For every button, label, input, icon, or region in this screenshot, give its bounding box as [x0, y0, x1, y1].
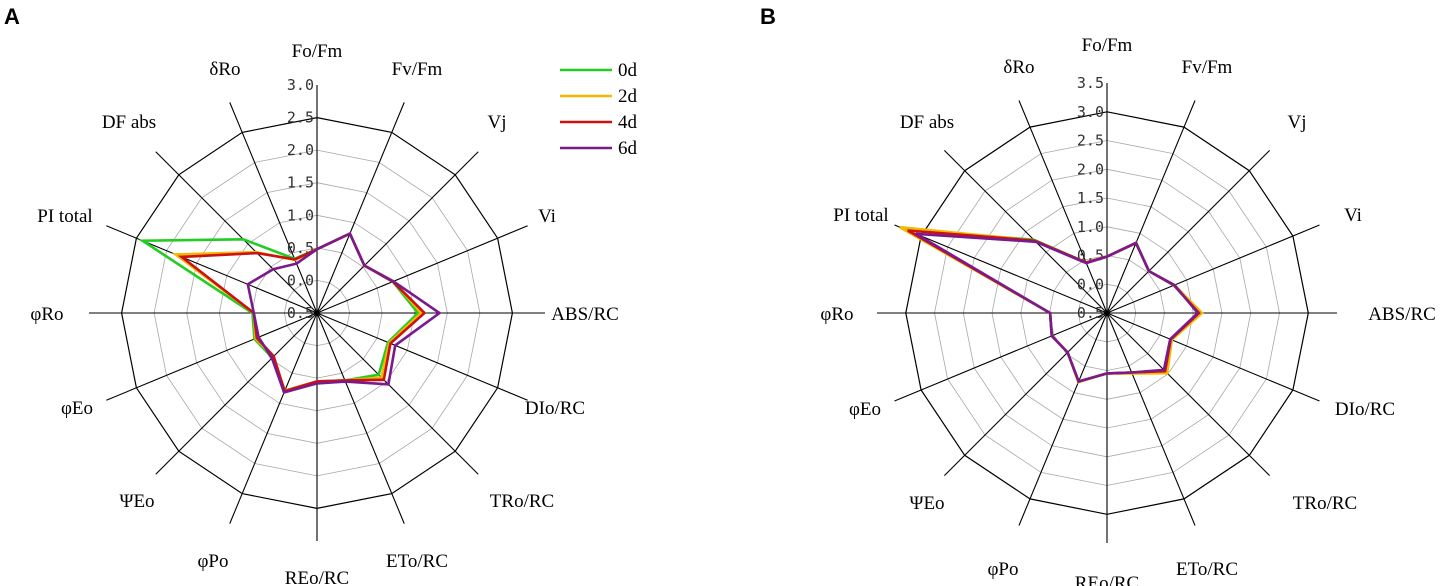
- axis-label-fv-fm: Fv/Fm: [392, 59, 443, 80]
- spoke-vj: [316, 151, 479, 314]
- axis-label-ro: φRo: [820, 304, 853, 325]
- axis-label-ro: δRo: [209, 59, 240, 80]
- axis-label-eo: ΨEo: [119, 491, 154, 512]
- tick-label: 3.5: [1077, 74, 1104, 92]
- tick-label: 0.0: [287, 271, 314, 289]
- spoke-eto-rc: [1106, 312, 1196, 526]
- axis-label-df-abs: DF abs: [900, 112, 954, 133]
- legend-label-0d: 0d: [618, 60, 638, 81]
- tick-label: 1.0: [1077, 218, 1104, 236]
- tick-label: 1.0: [287, 206, 314, 224]
- spoke-eo: [894, 312, 1108, 402]
- axis-label-fv-fm: Fv/Fm: [1182, 57, 1233, 78]
- spoke-dio-rc: [1106, 312, 1320, 402]
- tick-label: 3.0: [287, 76, 314, 94]
- axis-label-ro: φRo: [30, 304, 63, 325]
- series-line-4d: [907, 229, 1201, 384]
- spoke-po: [229, 312, 318, 524]
- spoke-eo: [155, 312, 318, 475]
- tick-label: 1.5: [1077, 189, 1104, 207]
- legend-label-4d: 4d: [618, 112, 638, 133]
- panel-letter-a: A: [4, 4, 20, 29]
- axis-label-ro: δRo: [1003, 57, 1034, 78]
- axis-label-dio-rc: DIo/RC: [1335, 399, 1395, 420]
- axis-label-reo-rc: REo/RC: [1075, 573, 1139, 586]
- spoke-df-abs: [155, 151, 318, 314]
- axis-label-tro-rc: TRo/RC: [490, 491, 554, 512]
- tick-label: 0.5: [1077, 304, 1104, 322]
- axis-label-fo-fm: Fo/Fm: [1082, 35, 1133, 56]
- spoke-vi: [316, 225, 528, 314]
- axis-label-eto-rc: ETo/RC: [1176, 559, 1238, 580]
- legend: 0d 2d 4d 6d: [560, 60, 638, 159]
- axis-label-vi: Vi: [538, 206, 556, 227]
- spoke-fv-fm: [316, 102, 405, 314]
- tick-label: 2.0: [287, 141, 314, 159]
- radial-tick-labels: 0.50.00.51.01.52.02.53.03.5: [1077, 74, 1104, 322]
- legend-label-6d: 6d: [618, 138, 638, 159]
- series-line-6d: [246, 231, 442, 394]
- tick-label: 0.5: [287, 304, 314, 322]
- legend-label-2d: 2d: [618, 86, 638, 107]
- spoke-df-abs: [943, 149, 1108, 314]
- axis-label-po: φPo: [987, 559, 1018, 580]
- spoke-vi: [1106, 224, 1320, 314]
- tick-label: 0.0: [1077, 275, 1104, 293]
- spoke-po: [1018, 312, 1108, 526]
- radar-grid: [877, 83, 1337, 543]
- spoke-eo: [943, 312, 1108, 477]
- spoke-fv-fm: [1106, 100, 1196, 314]
- axis-label-abs-rc: ABS/RC: [551, 304, 619, 325]
- tick-label: 2.5: [287, 109, 314, 127]
- axis-label-vi: Vi: [1344, 205, 1362, 226]
- series-group: [899, 225, 1204, 384]
- axis-label-po: φPo: [197, 551, 228, 572]
- series-line-6d: [915, 232, 1200, 384]
- spoke-ro: [1018, 100, 1108, 314]
- radar-chart-b: B0.50.00.51.01.52.02.53.03.5Fo/FmFv/FmVj…: [760, 4, 1436, 586]
- axis-label-df-abs: DF abs: [102, 112, 156, 133]
- spoke-vj: [1106, 149, 1271, 314]
- spoke-eo: [106, 312, 318, 401]
- spoke-dio-rc: [316, 312, 528, 401]
- tick-label: 1.5: [287, 174, 314, 192]
- spoke-tro-rc: [316, 312, 479, 475]
- spoke-pi-total: [894, 224, 1108, 314]
- axis-label-dio-rc: DIo/RC: [525, 398, 585, 419]
- radial-tick-labels: 0.50.00.51.01.52.02.53.0: [287, 76, 314, 322]
- axis-label-vj: Vj: [488, 112, 507, 133]
- tick-label: 3.0: [1077, 103, 1104, 121]
- tick-label: 2.0: [1077, 160, 1104, 178]
- axis-labels: Fo/Fm Fv/Fm Vj Vi ABS/RC DIo/RC TRo/RC ETo/RC RE…: [820, 35, 1435, 586]
- axis-labels: Fo/Fm Fv/Fm Vj Vi ABS/RC DIo/RC TRo/RC ETo/RC RE…: [30, 41, 618, 586]
- axis-label-pi-total: PI total: [833, 205, 888, 226]
- radar-chart-a: A0.50.00.51.01.52.02.53.0Fo/FmFv/FmVjViA…: [4, 4, 619, 586]
- axis-label-reo-rc: REo/RC: [285, 568, 349, 586]
- series-group: [138, 231, 442, 394]
- axis-label-tro-rc: TRo/RC: [1293, 493, 1357, 514]
- axis-label-eto-rc: ETo/RC: [386, 551, 448, 572]
- tick-label: 2.5: [1077, 132, 1104, 150]
- axis-label-fo-fm: Fo/Fm: [292, 41, 343, 62]
- axis-label-abs-rc: ABS/RC: [1368, 304, 1436, 325]
- axis-label-pi-total: PI total: [37, 206, 92, 227]
- axis-label-eo: φEo: [61, 398, 93, 419]
- axis-label-eo: ΨEo: [909, 493, 944, 514]
- radar-grid: [89, 85, 545, 541]
- spoke-tro-rc: [1106, 312, 1271, 477]
- spoke-eto-rc: [316, 312, 405, 524]
- axis-label-vj: Vj: [1288, 112, 1307, 133]
- axis-label-eo: φEo: [849, 399, 881, 420]
- spoke-ro: [229, 102, 318, 314]
- panel-letter-b: B: [760, 4, 776, 29]
